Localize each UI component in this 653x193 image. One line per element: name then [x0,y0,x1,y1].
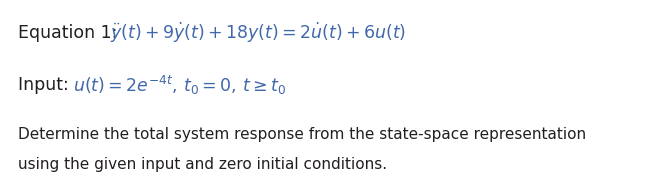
Text: using the given input and zero initial conditions.: using the given input and zero initial c… [18,157,387,173]
Text: $\ddot{y}(t) + 9\dot{y}(t) + 18y(t) = 2\dot{u}(t) + 6u(t)$: $\ddot{y}(t) + 9\dot{y}(t) + 18y(t) = 2\… [110,21,406,45]
Text: Determine the total system response from the state-space representation: Determine the total system response from… [18,128,586,142]
Text: Input:: Input: [18,76,80,94]
Text: Equation 1:: Equation 1: [18,24,129,42]
Text: $u(t) = 2e^{-4t},\, t_0 = 0,\, t \geq t_0$: $u(t) = 2e^{-4t},\, t_0 = 0,\, t \geq t_… [73,74,286,96]
